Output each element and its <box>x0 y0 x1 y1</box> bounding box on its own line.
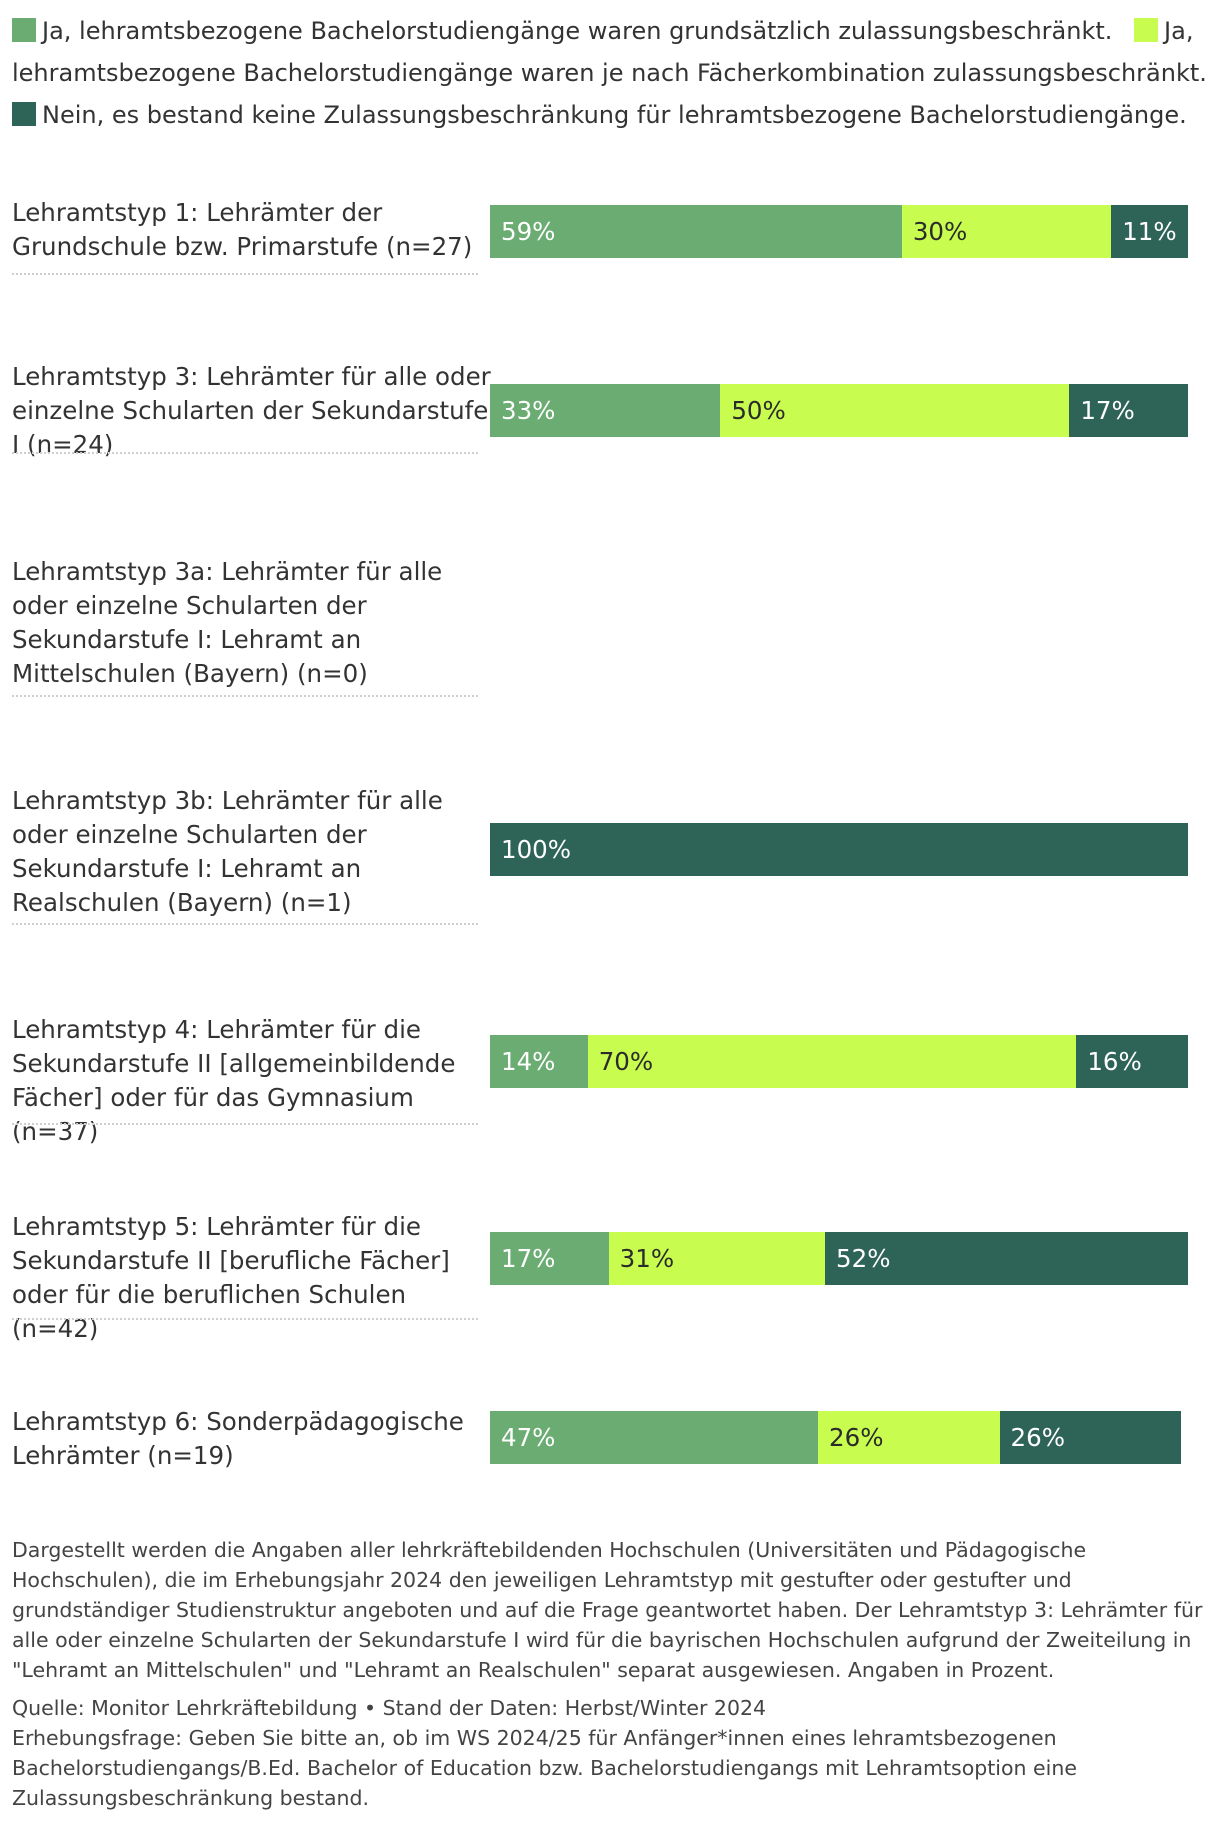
footnote-survey-question: Erhebungsfrage: Geben Sie bitte an, ob i… <box>12 1726 1077 1810</box>
stacked-bar[interactable]: 17% 31% 52% <box>490 1232 1188 1285</box>
bar-segment[interactable] <box>825 1232 1188 1285</box>
data-label: 100% <box>501 835 572 864</box>
stacked-bar[interactable]: 47% 26% 26% <box>490 1411 1181 1464</box>
legend-swatch-faecherkombination <box>1134 18 1159 42</box>
row-separator <box>12 923 478 925</box>
bar-segment[interactable] <box>818 1411 1000 1464</box>
bar-segment[interactable] <box>587 1035 1077 1088</box>
category-label: Lehramtstyp 3: Lehrämter für alle oder e… <box>12 362 491 459</box>
data-label: 16% <box>1087 1047 1142 1076</box>
data-label: 14% <box>501 1047 556 1076</box>
legend-swatch-keine-beschraenkung <box>12 102 36 126</box>
legend-swatch-grundsaetzlich <box>12 18 36 42</box>
stacked-bar[interactable]: 100% <box>490 823 1188 876</box>
bar-segment[interactable] <box>490 1035 588 1088</box>
data-label: 26% <box>829 1423 884 1452</box>
category-label: Lehramtstyp 5: Lehrämter für die Sekunda… <box>12 1212 450 1343</box>
footnote-source: Quelle: Monitor Lehrkräftebildung • Stan… <box>12 1696 767 1720</box>
row-separator <box>12 1123 478 1125</box>
data-label: 30% <box>912 217 968 246</box>
footnote-description: Dargestellt werden die Angaben aller leh… <box>12 1538 1203 1682</box>
legend-label-faecherkombination: Ja, lehramtsbezogene Bachelorstudiengäng… <box>12 17 1207 87</box>
data-label: 50% <box>731 396 786 425</box>
category-label: Lehramtstyp 3b: Lehrämter für alle oder … <box>12 786 443 917</box>
bar-segment[interactable] <box>901 205 1112 258</box>
stacked-bar[interactable]: 14% 70% 16% <box>490 1035 1188 1088</box>
legend-label-keine-beschraenkung: Nein, es bestand keine Zulassungsbeschrä… <box>42 101 1187 129</box>
bar-segment[interactable] <box>490 1411 819 1464</box>
bar-segment[interactable] <box>1076 1035 1188 1088</box>
category-label: Lehramtstyp 3a: Lehrämter für alle oder … <box>12 557 443 688</box>
bar-segment[interactable] <box>490 823 1188 876</box>
category-label: Lehramtstyp 1: Lehrämter der Grundschule… <box>12 198 473 261</box>
row-separator <box>12 1318 478 1320</box>
data-label: 47% <box>501 1423 556 1452</box>
legend-label-grundsaetzlich: Ja, lehramtsbezogene Bachelorstudiengäng… <box>42 17 1113 45</box>
data-label: 31% <box>619 1244 675 1273</box>
chart-footnote: Dargestellt werden die Angaben aller leh… <box>12 1535 1207 1813</box>
bar-segment[interactable] <box>999 1411 1181 1464</box>
data-label: 33% <box>501 396 556 425</box>
row-separator <box>12 695 478 697</box>
stacked-bar[interactable]: 33% 50% 17% <box>490 384 1188 437</box>
data-label: 59% <box>501 217 556 246</box>
row-separator <box>12 452 478 454</box>
data-label: 70% <box>598 1047 654 1076</box>
legend-item-faecherkombination[interactable]: Ja, lehramtsbezogene Bachelorstudiengäng… <box>12 17 1207 87</box>
data-label: 17% <box>1080 396 1135 425</box>
data-label: 26% <box>1010 1423 1065 1452</box>
bar-segment[interactable] <box>720 384 1070 437</box>
stacked-bar[interactable]: 59% 30% 11% <box>490 205 1188 258</box>
data-label: 17% <box>501 1244 556 1273</box>
legend-item-grundsaetzlich[interactable]: Ja, lehramtsbezogene Bachelorstudiengäng… <box>12 17 1120 45</box>
stacked-bar-chart: Lehramtstyp 1: Lehrämter der Grundschule… <box>12 198 1188 1470</box>
data-label: 52% <box>836 1244 891 1273</box>
chart-legend: Ja, lehramtsbezogene Bachelorstudiengäng… <box>12 10 1207 136</box>
bar-segment[interactable] <box>490 384 721 437</box>
bar-segment[interactable] <box>608 1232 826 1285</box>
bar-segment[interactable] <box>490 205 902 258</box>
bar-segment[interactable] <box>1111 205 1188 258</box>
data-label: 11% <box>1122 217 1177 246</box>
bar-segment[interactable] <box>1069 384 1188 437</box>
category-label: Lehramtstyp 4: Lehrämter für die Sekunda… <box>12 1015 456 1146</box>
legend-item-keine-beschraenkung[interactable]: Nein, es bestand keine Zulassungsbeschrä… <box>12 101 1187 129</box>
category-label: Lehramtstyp 6: Sonderpädagogische Lehräm… <box>12 1407 464 1470</box>
bar-segment[interactable] <box>490 1232 609 1285</box>
row-separator <box>12 273 478 275</box>
